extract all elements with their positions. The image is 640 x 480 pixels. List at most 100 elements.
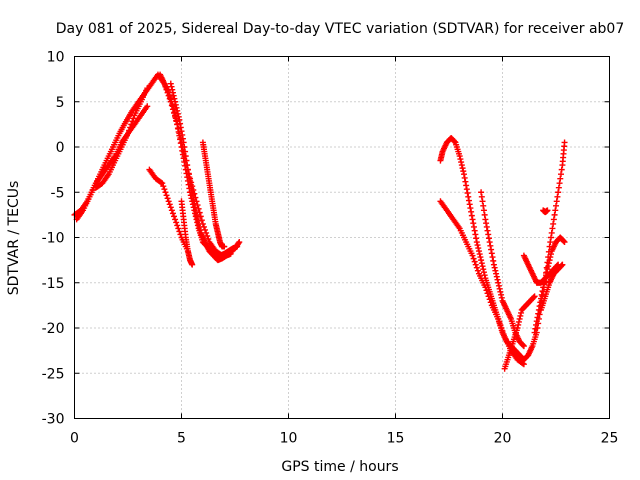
x-tick-label: 0 bbox=[70, 431, 79, 447]
data-point bbox=[498, 292, 504, 298]
data-point bbox=[554, 194, 560, 200]
data-point bbox=[470, 216, 476, 222]
data-point bbox=[472, 259, 478, 265]
data-point bbox=[496, 283, 502, 289]
grid bbox=[75, 57, 610, 419]
data-points bbox=[72, 72, 568, 372]
data-point bbox=[495, 277, 501, 283]
data-point bbox=[461, 171, 467, 177]
series-track-16 bbox=[540, 207, 550, 215]
data-point bbox=[480, 198, 486, 204]
data-point bbox=[175, 225, 181, 231]
data-point bbox=[467, 205, 473, 211]
x-tick-label: 15 bbox=[387, 431, 405, 447]
data-point bbox=[482, 216, 488, 222]
y-axis-label: SDTVAR / TECUs bbox=[6, 181, 22, 296]
data-point bbox=[497, 289, 503, 295]
data-point bbox=[487, 243, 493, 249]
y-tick-label: -15 bbox=[42, 276, 65, 292]
data-point bbox=[516, 319, 522, 325]
data-point bbox=[460, 168, 466, 174]
data-point bbox=[459, 162, 465, 168]
data-point bbox=[556, 185, 562, 191]
data-point bbox=[166, 198, 172, 204]
data-point bbox=[478, 257, 484, 263]
data-point bbox=[172, 216, 178, 222]
data-point bbox=[164, 192, 170, 198]
data-point bbox=[171, 213, 177, 219]
data-point bbox=[480, 263, 486, 269]
data-point bbox=[473, 235, 479, 241]
data-point bbox=[485, 228, 491, 234]
data-point bbox=[555, 189, 561, 195]
data-point bbox=[465, 190, 471, 196]
data-point bbox=[173, 219, 179, 225]
data-point bbox=[462, 179, 468, 185]
data-point bbox=[477, 254, 483, 260]
data-point bbox=[165, 195, 171, 201]
data-point bbox=[494, 274, 500, 280]
data-point bbox=[474, 239, 480, 245]
data-point bbox=[161, 186, 167, 192]
data-point bbox=[487, 239, 493, 245]
data-point bbox=[492, 268, 498, 274]
data-point bbox=[479, 194, 485, 200]
data-point bbox=[473, 262, 479, 268]
data-point bbox=[493, 271, 499, 277]
data-point bbox=[480, 266, 486, 272]
data-point bbox=[483, 220, 489, 226]
data-point bbox=[490, 258, 496, 264]
data-point bbox=[466, 198, 472, 204]
x-tick-label: 20 bbox=[494, 431, 512, 447]
data-point bbox=[497, 286, 503, 292]
data-point bbox=[550, 221, 556, 227]
data-point bbox=[517, 313, 523, 319]
data-point bbox=[551, 216, 557, 222]
data-point bbox=[465, 194, 471, 200]
data-point bbox=[457, 156, 463, 162]
series-track-12 bbox=[521, 253, 561, 286]
data-point bbox=[486, 235, 492, 241]
data-point bbox=[492, 265, 498, 271]
data-point bbox=[469, 213, 475, 219]
data-point bbox=[471, 224, 477, 230]
data-point bbox=[553, 203, 559, 209]
data-point bbox=[463, 182, 469, 188]
data-point bbox=[557, 180, 563, 186]
data-point bbox=[495, 280, 501, 286]
data-point bbox=[472, 231, 478, 237]
data-point bbox=[458, 159, 464, 165]
data-point bbox=[477, 251, 483, 257]
y-tick-label: 10 bbox=[47, 50, 65, 66]
x-tick-label: 10 bbox=[280, 431, 298, 447]
data-point bbox=[177, 231, 183, 237]
data-point bbox=[490, 254, 496, 260]
data-point bbox=[548, 235, 554, 241]
data-point bbox=[475, 245, 481, 251]
y-tick-label: -25 bbox=[42, 366, 65, 382]
data-point bbox=[168, 81, 174, 87]
data-point bbox=[467, 201, 473, 207]
data-point bbox=[484, 224, 490, 230]
y-tick-label: 0 bbox=[56, 140, 65, 156]
data-point bbox=[482, 272, 488, 278]
data-point bbox=[557, 176, 563, 182]
data-point bbox=[478, 189, 484, 195]
data-point bbox=[517, 316, 523, 322]
data-point bbox=[470, 220, 476, 226]
data-point bbox=[472, 228, 478, 234]
data-point bbox=[488, 247, 494, 253]
x-tick-label: 25 bbox=[601, 431, 619, 447]
data-point bbox=[549, 225, 555, 231]
data-point bbox=[464, 186, 470, 192]
x-tick-label: 5 bbox=[177, 431, 186, 447]
y-tick-label: -20 bbox=[42, 321, 65, 337]
data-point bbox=[471, 256, 477, 262]
data-point bbox=[482, 212, 488, 218]
data-point bbox=[170, 210, 176, 216]
data-point bbox=[174, 222, 180, 228]
x-axis-label: GPS time / hours bbox=[281, 459, 398, 475]
data-point bbox=[475, 242, 481, 248]
data-point bbox=[554, 198, 560, 204]
y-tick-label: -30 bbox=[42, 412, 65, 428]
